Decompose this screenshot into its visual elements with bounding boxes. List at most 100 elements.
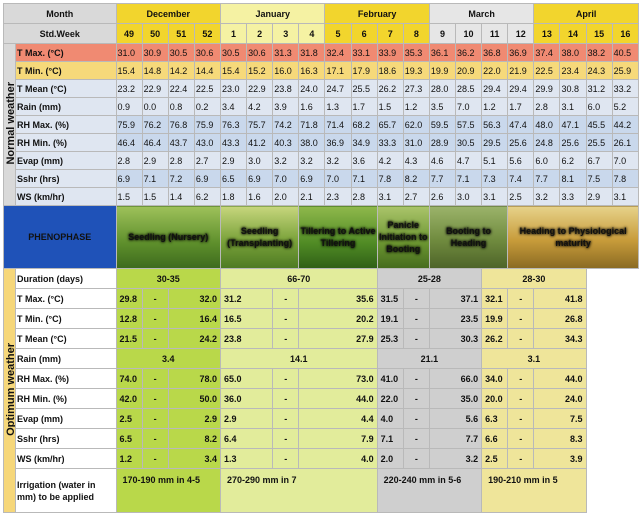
- value-cell: 23.0: [219, 79, 248, 98]
- range-min: 29.8: [115, 288, 143, 309]
- stage-tillering: Tillering to Active Tillering: [298, 205, 378, 269]
- range-max: 26.8: [533, 308, 587, 329]
- parameter-label: WS (km/hr): [15, 448, 117, 469]
- month-header-row: Month December January February March Ap…: [3, 3, 639, 24]
- week-cell: 50: [141, 23, 169, 44]
- range-dash: -: [402, 388, 430, 409]
- range-max: 37.1: [428, 288, 483, 309]
- value-cell: 24.8: [533, 133, 561, 152]
- parameter-label: Sshr (hrs): [15, 169, 117, 188]
- range-max: 7.9: [298, 428, 378, 449]
- range-min: 1.3: [219, 448, 274, 469]
- value-cell: 1.7: [350, 97, 378, 116]
- range-dash: -: [402, 428, 430, 449]
- value-cell: 8.1: [559, 169, 587, 188]
- value-cell: 33.9: [376, 43, 404, 62]
- range-min: 31.5: [376, 288, 404, 309]
- value-cell: 3.6: [350, 151, 378, 170]
- value-cell: 48.0: [533, 115, 561, 134]
- value-cell: 1.6: [246, 187, 274, 206]
- value-cell: 3.2: [272, 151, 300, 170]
- range-min: 2.9: [219, 408, 274, 429]
- normal-row: Sshr (hrs) 6.9 7.1 7.2 6.9 6.5 6.9 7.0 6.9 7.0 7.1…: [4, 169, 640, 188]
- week-cell: 6: [350, 23, 378, 44]
- range-max: 50.0: [167, 388, 221, 409]
- range-max: 41.8: [533, 288, 587, 309]
- duration-value: 30-35: [115, 268, 221, 289]
- value-cell: 6.2: [193, 187, 221, 206]
- range-dash: -: [272, 388, 300, 409]
- range-max: 44.0: [533, 368, 587, 389]
- value-cell: 75.7: [246, 115, 274, 134]
- stage-panicle-initiation: Panicle Initiation to Booting: [376, 205, 430, 269]
- normal-row: Normal weather T Max. (°C) 31.0 30.9 30.5 30.…: [2, 43, 640, 206]
- value-cell: 27.3: [402, 79, 430, 98]
- optimum-weather-label: Optimum weather: [5, 343, 16, 436]
- irrigation-value: 220-240 mm in 5-6: [376, 468, 483, 513]
- week-cell: 5: [324, 23, 352, 44]
- value-cell: 30.6: [246, 43, 274, 62]
- value-cell: 23.8: [272, 79, 300, 98]
- value-cell: 29.4: [507, 79, 535, 98]
- range-max: 3.9: [533, 448, 587, 469]
- stage-booting-heading: Booting to Heading: [428, 205, 509, 269]
- value-cell: 74.2: [272, 115, 300, 134]
- range-dash: -: [141, 448, 169, 469]
- parameter-label: Evap (mm): [15, 408, 117, 429]
- value-cell: 30.5: [219, 43, 248, 62]
- value-cell: 2.0: [272, 187, 300, 206]
- value-cell: 47.4: [507, 115, 535, 134]
- value-cell: 76.2: [141, 115, 169, 134]
- stage-label: Tillering to Active Tillering: [300, 226, 376, 248]
- range-min: 36.0: [219, 388, 274, 409]
- duration-row: Optimum weather Duration (days) 30-35 66-70…: [2, 268, 639, 513]
- range-dash: -: [507, 328, 535, 349]
- value-cell: 22.9: [246, 79, 274, 98]
- week-cell: 13: [533, 23, 561, 44]
- range-min: 1.2: [115, 448, 143, 469]
- value-cell: 3.0: [246, 151, 274, 170]
- value-cell: 6.9: [193, 169, 221, 188]
- range-dash: -: [272, 368, 300, 389]
- value-cell: 30.9: [141, 43, 169, 62]
- value-cell: 22.5: [533, 61, 561, 80]
- value-cell: 71.8: [298, 115, 326, 134]
- range-min: 65.0: [219, 368, 274, 389]
- value-cell: 31.0: [402, 133, 430, 152]
- value-cell: 17.9: [350, 61, 378, 80]
- value-cell: 26.2: [376, 79, 404, 98]
- value-cell: 2.9: [585, 187, 613, 206]
- value-cell: 31.3: [272, 43, 300, 62]
- value-cell: 30.8: [559, 79, 587, 98]
- value-cell: 56.3: [481, 115, 509, 134]
- range-dash: -: [141, 288, 169, 309]
- value-cell: 2.7: [402, 187, 430, 206]
- value-cell: 43.0: [193, 133, 221, 152]
- value-cell: 6.9: [298, 169, 326, 188]
- range-dash: -: [402, 308, 430, 329]
- value-cell: 15.4: [115, 61, 143, 80]
- value-cell: 7.1: [350, 169, 378, 188]
- normal-row: WS (km/hr) 1.5 1.5 1.4 6.2 1.8 1.6 2.0 2.1 2.3 2.8…: [4, 187, 640, 206]
- value-cell: 6.5: [219, 169, 248, 188]
- week-header-row: Std.Week 49 50 51 52 1 2 3 4 5 6 7 8 9 10 11 12 13 14 15 16: [3, 23, 640, 44]
- value-cell: 4.2: [376, 151, 404, 170]
- range-min: 6.4: [219, 428, 274, 449]
- value-cell: 33.3: [376, 133, 404, 152]
- value-cell: 38.0: [298, 133, 326, 152]
- value-cell: 25.5: [585, 133, 613, 152]
- value-cell: 68.2: [350, 115, 378, 134]
- range-max: 66.0: [428, 368, 483, 389]
- value-cell: 75.9: [193, 115, 221, 134]
- value-cell: 40.5: [611, 43, 640, 62]
- range-min: 12.8: [115, 308, 143, 329]
- range-max: 34.3: [533, 328, 587, 349]
- range-dash: -: [272, 408, 300, 429]
- value-cell: 2.9: [141, 151, 169, 170]
- parameter-label: Sshr (hrs): [15, 428, 117, 449]
- range-min: 16.5: [219, 308, 274, 329]
- value-cell: 46.4: [115, 133, 143, 152]
- week-cell: 2: [246, 23, 274, 44]
- week-cell: 12: [507, 23, 535, 44]
- range-max: 4.4: [298, 408, 378, 429]
